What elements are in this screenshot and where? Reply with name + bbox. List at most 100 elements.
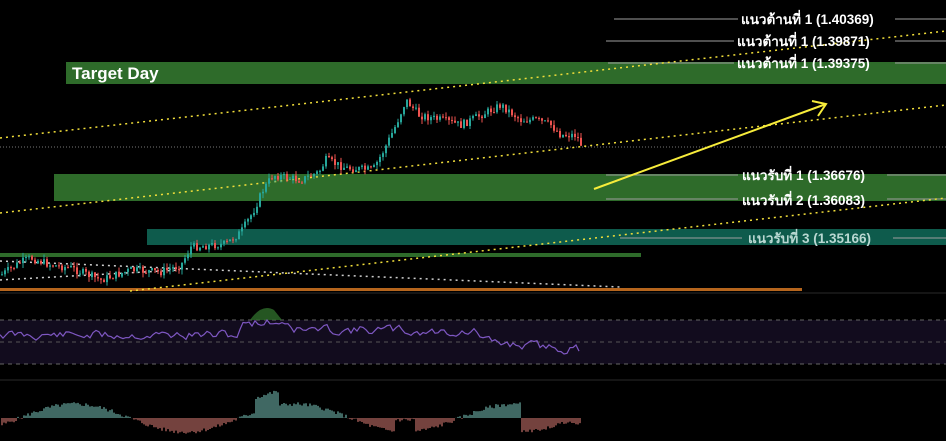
candle-body xyxy=(382,153,384,157)
candle-body xyxy=(55,265,57,267)
candle-body xyxy=(433,115,435,118)
candle-body xyxy=(40,260,42,264)
candle-body xyxy=(37,260,39,264)
candle-body xyxy=(127,268,129,272)
candle-body xyxy=(169,268,171,270)
candle-body xyxy=(322,166,324,171)
macd-histogram xyxy=(1,390,581,434)
candle-body xyxy=(196,243,198,251)
candle-body xyxy=(436,115,438,120)
rsi-panel xyxy=(0,307,946,365)
candle-body xyxy=(343,167,345,170)
candle-body xyxy=(361,165,363,167)
candle-body xyxy=(76,267,78,275)
candle-body xyxy=(340,162,342,170)
candle-body xyxy=(253,212,255,216)
candle-body xyxy=(484,114,486,119)
candle-body xyxy=(103,279,105,283)
candle-body xyxy=(511,109,513,116)
support-2-label: แนวรับที่ 2 (1.36083) xyxy=(742,190,865,208)
candle-body xyxy=(139,266,141,268)
candle-body xyxy=(475,114,477,116)
candle-body xyxy=(28,256,30,258)
candle-body xyxy=(301,182,303,184)
candle-body xyxy=(49,265,51,267)
panel-separators xyxy=(0,292,946,381)
candle-body xyxy=(202,246,204,248)
candle-body xyxy=(463,119,465,128)
candle-body xyxy=(100,278,102,280)
support-zone-1 xyxy=(54,174,946,201)
candle-body xyxy=(439,116,441,120)
candle-body xyxy=(211,243,213,245)
candle-body xyxy=(478,114,480,117)
candle-body xyxy=(7,267,9,271)
candle-body xyxy=(226,240,228,242)
candle-body xyxy=(526,121,528,123)
candle-body xyxy=(412,106,414,109)
candle-body xyxy=(304,176,306,183)
candle-body xyxy=(331,157,333,160)
candle-body xyxy=(394,127,396,134)
candle-body xyxy=(385,145,387,154)
support-zone-3 xyxy=(147,229,946,245)
candle-body xyxy=(154,268,156,271)
candle-body xyxy=(19,262,21,264)
trend-lines xyxy=(0,30,946,292)
candle-body xyxy=(271,178,273,180)
candle-body xyxy=(79,273,81,275)
candle-body xyxy=(10,267,12,269)
candle-body xyxy=(82,268,84,274)
candle-body xyxy=(379,156,381,163)
candle-body xyxy=(181,262,183,270)
candle-body xyxy=(199,247,201,251)
candle-body xyxy=(574,133,576,138)
candle-body xyxy=(517,117,519,119)
candle-body xyxy=(538,117,540,119)
candle-body xyxy=(58,265,60,267)
orange-base-line xyxy=(0,288,802,291)
candle-body xyxy=(295,175,297,182)
candle-body xyxy=(1,274,3,276)
candle-body xyxy=(64,267,66,271)
candle-body xyxy=(94,272,96,278)
candle-body xyxy=(25,256,27,258)
candle-body xyxy=(319,170,321,172)
candle-body xyxy=(175,267,177,270)
support-3-label: แนวรับที่ 3 (1.35166) xyxy=(748,228,871,246)
candle-body xyxy=(400,114,402,123)
candle-body xyxy=(22,257,24,264)
candle-body xyxy=(286,173,288,180)
candle-body xyxy=(88,271,90,278)
candle-body xyxy=(505,104,507,113)
candle-body xyxy=(373,165,375,168)
candle-body xyxy=(262,191,264,194)
resistance-2-label: แนวต้านที่ 1 (1.39871) xyxy=(737,31,870,49)
candle-body xyxy=(391,133,393,138)
candle-body xyxy=(292,175,294,179)
candle-body xyxy=(85,268,87,272)
candle-body xyxy=(31,256,33,260)
candle-body xyxy=(532,117,534,120)
candle-body xyxy=(118,271,120,277)
candle-body xyxy=(16,262,18,268)
candle-body xyxy=(571,133,573,138)
candle-body xyxy=(370,166,372,168)
candle-body xyxy=(145,272,147,274)
candle-body xyxy=(442,116,444,118)
candle-body xyxy=(136,267,138,272)
candle-body xyxy=(34,259,36,264)
candle-body xyxy=(481,116,483,119)
candle-body xyxy=(106,275,108,283)
candle-body xyxy=(43,259,45,264)
candle-body xyxy=(214,243,216,249)
candle-body xyxy=(73,265,75,268)
candle-body xyxy=(346,166,348,168)
candle-body xyxy=(457,121,459,123)
candle-body xyxy=(406,99,408,108)
candle-body xyxy=(193,243,195,247)
candle-body xyxy=(427,114,429,121)
candle-body xyxy=(424,114,426,120)
candle-body xyxy=(307,175,309,177)
